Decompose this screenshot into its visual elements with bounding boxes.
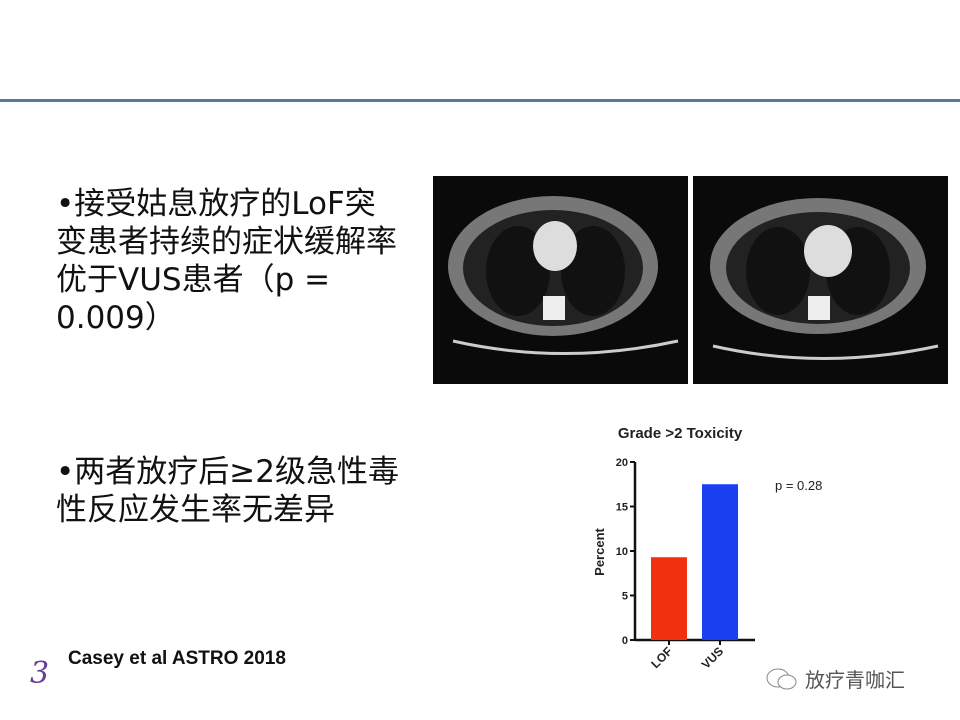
ct-scan-image-1: [433, 176, 688, 384]
wechat-icon: [766, 668, 797, 689]
y-tick-label: 0: [622, 635, 628, 647]
x-tick-label: VUS: [699, 644, 726, 671]
watermark: 放疗青咖汇: [765, 664, 905, 693]
bar-lof: [651, 557, 687, 640]
y-tick-label: 10: [616, 546, 628, 558]
p-value-annotation: p = 0.28: [775, 478, 822, 493]
ct-scan-image-2: [693, 176, 948, 384]
toxicity-bar-chart: Grade >2 Toxicity Percent p = 0.28 0 5 10 1…: [592, 425, 822, 672]
citation: Casey et al ASTRO 2018: [68, 648, 286, 669]
y-tick-label: 20: [616, 457, 628, 469]
y-tick-label: 15: [616, 502, 628, 514]
y-axis-label: Percent: [592, 527, 607, 575]
page-number: 3: [30, 656, 50, 691]
bullet-toxicity: •两者放疗后≥2级急性毒性反应发生率无差异: [56, 454, 399, 528]
header-rule: [0, 99, 960, 102]
watermark-text: 放疗青咖汇: [805, 668, 905, 692]
x-tick-label: LOF: [648, 644, 675, 671]
y-tick-label: 5: [622, 591, 628, 603]
bullet-lof-response: •接受姑息放疗的LoF突变患者持续的症状缓解率优于VUS患者（p = 0.009…: [56, 186, 397, 336]
chart-title: Grade >2 Toxicity: [618, 425, 743, 442]
bar-vus: [702, 484, 738, 640]
